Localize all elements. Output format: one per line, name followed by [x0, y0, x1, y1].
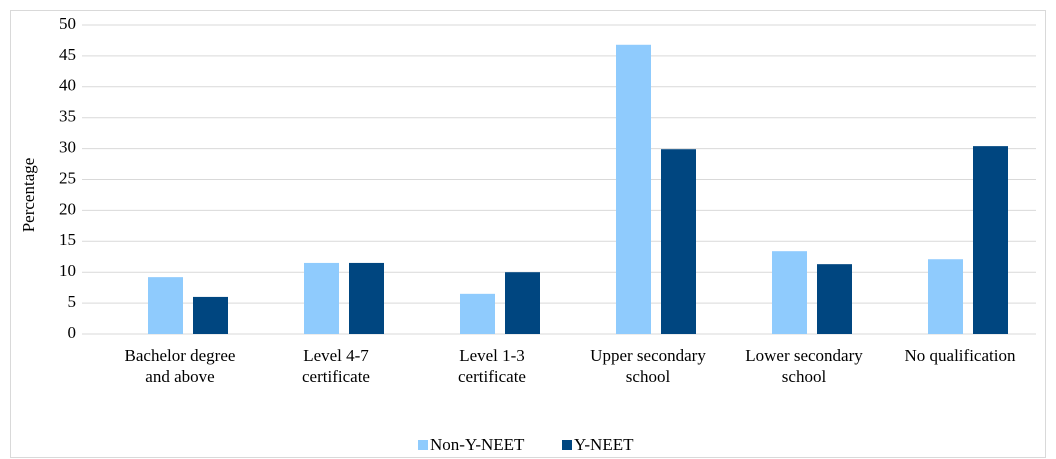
legend-label: Non-Y-NEET	[430, 435, 525, 454]
x-tick-label: Level 1-3	[459, 346, 525, 365]
x-tick-label: No qualification	[905, 346, 1016, 365]
bar	[817, 264, 852, 334]
bar	[772, 251, 807, 334]
bar	[616, 44, 651, 334]
y-tick-label: 50	[59, 14, 76, 33]
x-tick-label: Bachelor degree	[125, 346, 236, 365]
bar	[460, 293, 495, 334]
x-tick-label: school	[782, 367, 827, 386]
bar	[505, 272, 540, 334]
bar	[193, 296, 228, 334]
bar	[304, 262, 339, 334]
legend-swatch	[562, 440, 572, 450]
x-tick-label: certificate	[458, 367, 526, 386]
y-tick-label: 45	[59, 45, 76, 64]
legend-swatch	[418, 440, 428, 450]
chart-border	[10, 10, 1046, 458]
y-tick-label: 35	[59, 107, 76, 126]
x-tick-label: school	[626, 367, 671, 386]
bar	[148, 277, 183, 334]
y-tick-label: 25	[59, 168, 76, 187]
y-tick-label: 15	[59, 230, 76, 249]
x-tick-label: certificate	[302, 367, 370, 386]
bar	[349, 262, 384, 334]
bar	[928, 259, 963, 334]
y-tick-label: 30	[59, 138, 76, 157]
y-tick-label: 40	[59, 76, 76, 95]
legend-label: Y-NEET	[574, 435, 634, 454]
bar	[661, 149, 696, 334]
x-tick-label: and above	[145, 367, 214, 386]
bar	[973, 146, 1008, 334]
y-tick-label: 5	[68, 292, 77, 311]
x-tick-label: Lower secondary	[745, 346, 863, 365]
y-axis-label: Percentage	[19, 158, 38, 233]
x-tick-label: Upper secondary	[590, 346, 706, 365]
y-tick-label: 20	[59, 199, 76, 218]
y-tick-label: 10	[59, 261, 76, 280]
x-tick-label: Level 4-7	[303, 346, 369, 365]
y-tick-label: 0	[68, 323, 77, 342]
